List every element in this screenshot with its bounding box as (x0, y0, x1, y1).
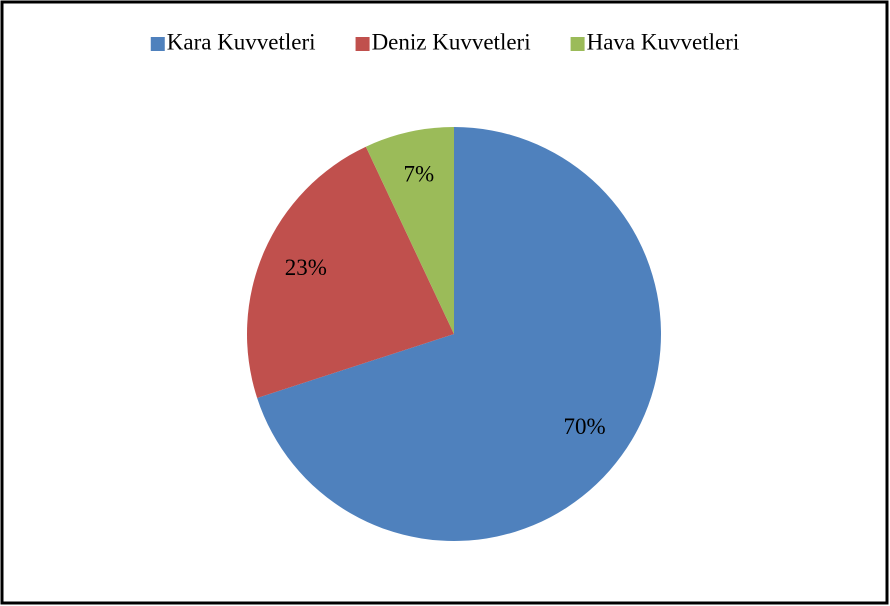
pie-slice (257, 127, 661, 541)
legend: Kara Kuvvetleri Deniz Kuvvetleri Hava Kuvv… (150, 29, 740, 54)
data-label: 23% (285, 255, 327, 280)
data-label: 70% (564, 414, 606, 439)
legend-swatch (570, 37, 585, 51)
legend-label: Hava Kuvvetleri (587, 29, 740, 54)
data-label: 7% (403, 162, 434, 187)
pie-slice (246, 146, 454, 398)
legend-label: Kara Kuvvetleri (167, 29, 316, 54)
legend-swatch (150, 37, 165, 51)
legend-swatch (355, 37, 370, 51)
legend-label: Deniz Kuvvetleri (372, 29, 531, 54)
pie-slice (365, 127, 454, 334)
